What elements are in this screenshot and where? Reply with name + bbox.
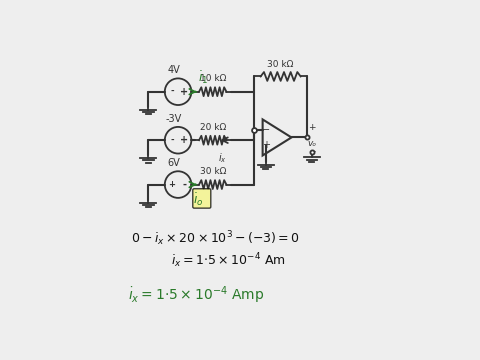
Text: -: - <box>170 87 174 96</box>
Text: 4V: 4V <box>168 65 180 75</box>
Text: +: + <box>263 140 271 150</box>
Text: -: - <box>182 180 186 190</box>
Text: 6V: 6V <box>168 158 180 168</box>
Text: -3V: -3V <box>166 114 182 123</box>
Text: +: + <box>168 180 176 189</box>
Text: 10 kΩ: 10 kΩ <box>200 75 226 84</box>
Text: $\dot{\imath}_o$: $\dot{\imath}_o$ <box>193 192 204 208</box>
Text: +: + <box>180 87 188 97</box>
Text: -: - <box>170 136 174 145</box>
Text: $\dot{\imath}_1$: $\dot{\imath}_1$ <box>198 69 208 86</box>
Text: +: + <box>180 135 188 145</box>
Text: $\dot{\imath}_x = 1{\cdot}5 \times 10^{-4}\ \mathrm{Amp}$: $\dot{\imath}_x = 1{\cdot}5 \times 10^{-… <box>128 284 264 306</box>
Text: vₒ: vₒ <box>307 139 316 148</box>
Text: $0 - \dot{\imath}_x \times 20 \times 10^3 - (-3) = 0$: $0 - \dot{\imath}_x \times 20 \times 10^… <box>131 229 300 248</box>
Text: −: − <box>308 146 316 155</box>
Text: 30 kΩ: 30 kΩ <box>200 167 226 176</box>
Text: 30 kΩ: 30 kΩ <box>267 60 294 69</box>
FancyBboxPatch shape <box>193 189 211 208</box>
Text: $i_x$: $i_x$ <box>217 151 226 165</box>
Text: 20 kΩ: 20 kΩ <box>200 123 226 132</box>
Text: +: + <box>308 123 316 132</box>
Text: $\dot{\imath}_x = 1{\cdot}5 \times 10^{-4}\ \mathrm{Am}$: $\dot{\imath}_x = 1{\cdot}5 \times 10^{-… <box>171 251 286 270</box>
Text: −: − <box>263 125 271 135</box>
